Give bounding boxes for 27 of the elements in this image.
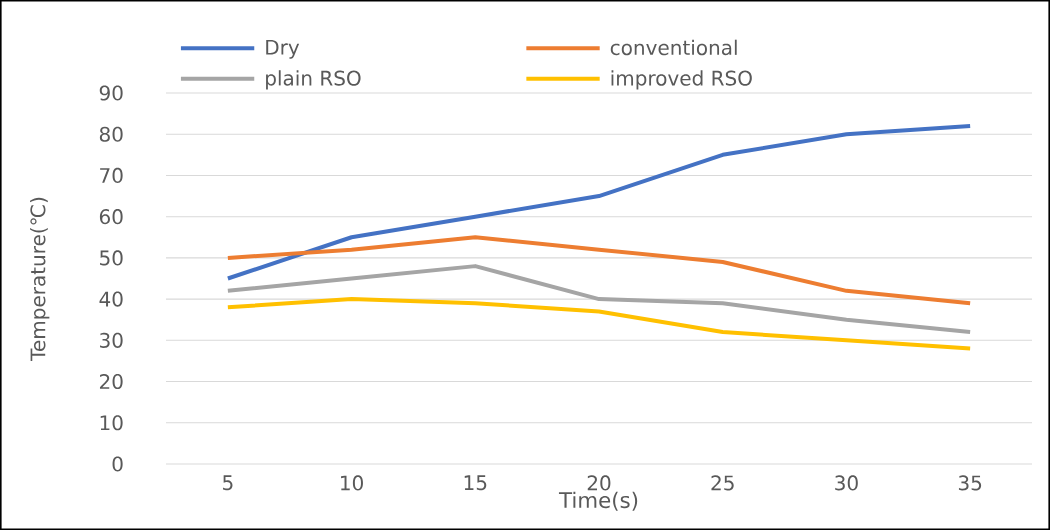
x-axis-title: Time(s): [558, 491, 638, 511]
line-series: [225, 297, 973, 351]
x-tick-label: 35: [958, 475, 982, 491]
y-tick-label: 10: [100, 415, 123, 431]
y-tick-label: 40: [99, 291, 123, 307]
legend-label: improved RSO: [611, 70, 752, 90]
legend-label: conventional: [610, 39, 737, 56]
legend-label: plain RSO: [266, 70, 361, 90]
y-tick-label: 50: [100, 250, 123, 266]
x-tick-label: 25: [711, 475, 734, 491]
legend-label: Dry: [266, 39, 300, 59]
y-tick-label: 70: [100, 167, 123, 184]
y-tick-label: 60: [99, 209, 123, 225]
y-tick-label: 20: [99, 373, 123, 390]
y-axis-title: Temperature(℃): [30, 197, 50, 361]
y-tick-label: 90: [99, 85, 123, 101]
x-tick-label: 15: [464, 475, 487, 491]
line-series: [225, 123, 973, 281]
x-tick-label: 5: [223, 475, 233, 491]
y-tick-label: 80: [99, 126, 123, 142]
x-tick-label: 10: [341, 475, 363, 491]
y-tick-label: 0: [112, 456, 123, 472]
y-tick-label: 30: [100, 332, 123, 348]
x-tick-label: 30: [835, 475, 858, 491]
line-series: [225, 264, 973, 335]
x-tick-label: 20: [587, 475, 611, 491]
line-series: [225, 235, 973, 306]
